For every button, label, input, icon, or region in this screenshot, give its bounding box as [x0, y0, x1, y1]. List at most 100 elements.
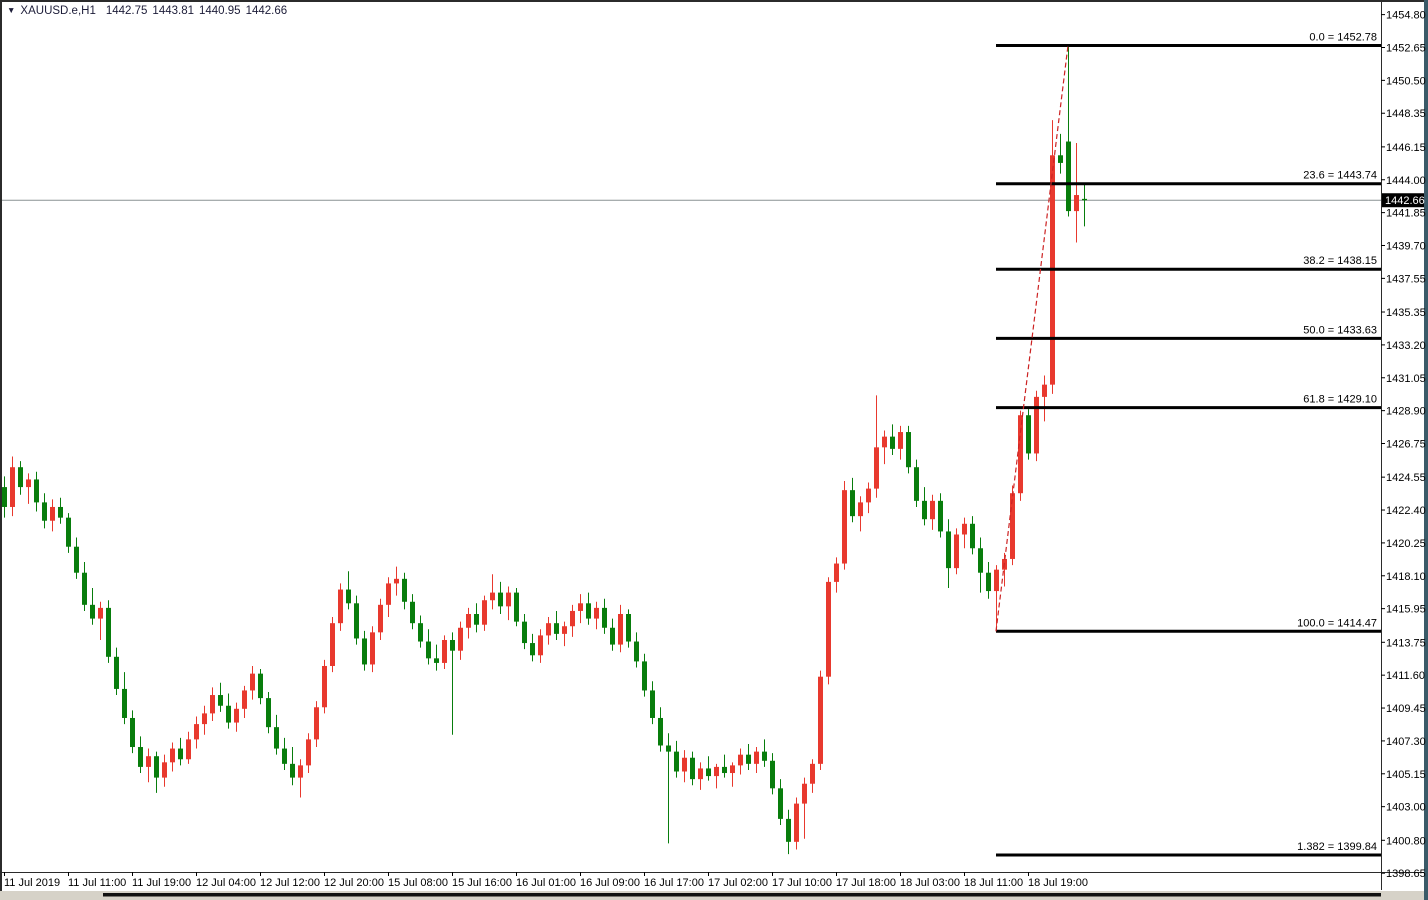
candle-body: [1034, 396, 1039, 454]
candle: [898, 425, 903, 460]
time-axis-label: 18 Jul 19:00: [1028, 877, 1088, 889]
horizontal-scrollbar-thumb[interactable]: [103, 893, 1381, 897]
candle-body: [970, 523, 975, 549]
candle: [650, 681, 655, 725]
candle-body: [802, 783, 807, 804]
current-price-badge-text: 1442.66: [1385, 195, 1425, 207]
price-axis-label: 1437.55: [1386, 273, 1426, 285]
price-axis-label: 1450.50: [1386, 75, 1426, 87]
candle-body: [418, 623, 423, 642]
candle-body: [1042, 384, 1047, 397]
price-axis-label: 1398.65: [1386, 868, 1426, 880]
candle-body: [626, 614, 631, 642]
candle: [682, 750, 687, 783]
candle: [1066, 45, 1071, 217]
candle-body: [402, 578, 407, 602]
candle-body: [746, 754, 751, 764]
candle: [410, 594, 415, 630]
candle-body: [330, 623, 335, 666]
candle-body: [162, 762, 167, 778]
candle: [362, 630, 367, 671]
price-axis-label: 1403.00: [1386, 802, 1426, 814]
candle-body: [794, 803, 799, 842]
candle: [482, 595, 487, 631]
candle-body: [114, 656, 119, 689]
fib-level-label: 1.382 = 1399.84: [1297, 841, 1377, 853]
candle: [618, 604, 623, 653]
candle-body: [522, 621, 527, 644]
price-axis-label: 1422.40: [1386, 505, 1426, 517]
candle: [1074, 143, 1079, 243]
candle-body: [50, 506, 55, 521]
candle: [290, 747, 295, 786]
price-axis-label: 1433.20: [1386, 340, 1426, 352]
time-axis-label: 17 Jul 10:00: [772, 877, 832, 889]
candle: [210, 687, 215, 722]
price-axis-label: 1428.90: [1386, 406, 1426, 418]
candle: [802, 777, 807, 839]
candle-body: [306, 739, 311, 766]
candle: [10, 456, 15, 517]
candle: [234, 702, 239, 732]
candle-body: [266, 698, 271, 728]
candle-body: [194, 724, 199, 740]
candle-body: [946, 531, 951, 569]
candle-body: [1010, 493, 1015, 559]
candle: [1010, 485, 1015, 566]
candle-body: [362, 638, 367, 665]
price-axis[interactable]: 1454.80 1452.65 1450.50 1448.35 1446.15 1444.…: [1381, 10, 1426, 881]
candle-body: [578, 603, 583, 611]
candle-body: [66, 517, 71, 547]
candle-body: [138, 747, 143, 767]
candle: [346, 571, 351, 610]
candle-body: [482, 600, 487, 625]
candle-body: [930, 500, 935, 520]
candle: [514, 588, 519, 627]
chart-header: ▼ XAUUSD.e,H1 1442.75 1443.81 1440.95 1442.66: [7, 5, 292, 17]
time-axis-label: 12 Jul 20:00: [324, 877, 384, 889]
candle: [2, 476, 7, 518]
candle-body: [170, 748, 175, 763]
candle-body: [10, 467, 15, 507]
candle: [930, 494, 935, 530]
candle: [842, 480, 847, 570]
candle-body: [962, 523, 967, 535]
candle: [402, 572, 407, 610]
candle-body: [986, 572, 991, 592]
time-axis-label: 16 Jul 01:00: [516, 877, 576, 889]
candle-body: [602, 607, 607, 628]
candle-body: [826, 581, 831, 677]
candle-body: [186, 739, 191, 760]
candle: [186, 731, 191, 764]
fib-trendline[interactable]: [995, 45, 1069, 632]
candle-body: [922, 500, 927, 520]
candle-body: [74, 546, 79, 573]
candle-body: [242, 690, 247, 709]
candle: [170, 742, 175, 772]
candle: [954, 528, 959, 575]
price-axis-label: 1424.55: [1386, 472, 1426, 484]
candle-body: [1074, 195, 1079, 212]
time-axis-label: 11 Jul 2019: [4, 877, 60, 889]
time-axis[interactable]: 11 Jul 2019 11 Jul 11:00 11 Jul 19:00 12 Ju…: [4, 872, 1088, 889]
candle: [530, 633, 535, 662]
candle: [338, 583, 343, 631]
candle: [714, 763, 719, 789]
candle: [1034, 390, 1039, 462]
candle-body: [994, 569, 999, 592]
candle: [194, 716, 199, 749]
fib-level-label: 61.8 = 1429.10: [1303, 394, 1377, 406]
candle: [874, 395, 879, 498]
symbol-dropdown-icon[interactable]: ▼: [7, 5, 16, 15]
candle: [762, 739, 767, 767]
time-axis-label: 15 Jul 08:00: [388, 877, 448, 889]
candles-series: [2, 45, 1087, 855]
candle-body: [130, 717, 135, 748]
candle-body: [90, 604, 95, 619]
candle: [506, 586, 511, 621]
candle: [562, 621, 567, 647]
candle: [834, 557, 839, 593]
candle: [906, 425, 911, 474]
candle-body: [754, 751, 759, 764]
